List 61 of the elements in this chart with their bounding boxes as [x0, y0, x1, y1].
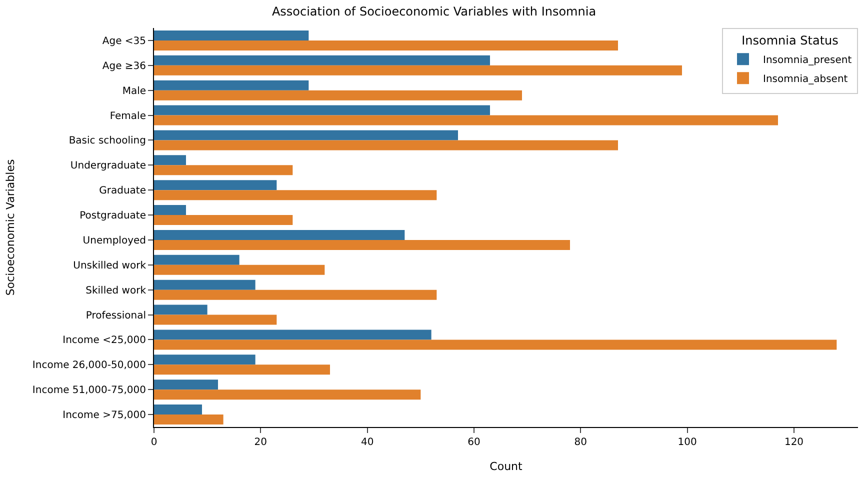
- bar: [154, 264, 325, 275]
- bar: [154, 354, 256, 365]
- bar: [154, 40, 618, 50]
- bar: [154, 314, 277, 325]
- bar: [154, 190, 437, 200]
- y-tick-label: Undergraduate: [70, 160, 146, 172]
- y-axis-title: Socioeconomic Variables: [4, 159, 18, 296]
- y-tick-label: Income >75,000: [62, 410, 146, 422]
- bar: [154, 340, 837, 350]
- bar: [154, 380, 218, 390]
- bar: [154, 130, 458, 140]
- y-tick-label: Income <25,000: [62, 335, 146, 346]
- bar: [154, 30, 309, 40]
- x-axis-title: Count: [490, 460, 524, 474]
- y-tick-label: Age <35: [102, 36, 146, 47]
- bar: [154, 155, 186, 166]
- bar: [154, 105, 490, 116]
- bar: [154, 390, 421, 400]
- x-tick-label: 0: [150, 437, 158, 448]
- y-tick-label: Professional: [86, 310, 146, 322]
- bar: [154, 230, 405, 240]
- bar: [154, 414, 224, 425]
- y-tick-label: Unemployed: [82, 235, 146, 246]
- x-tick-label: 120: [784, 437, 804, 448]
- y-tick-label: Graduate: [99, 186, 146, 197]
- x-tick-label: 40: [360, 437, 374, 448]
- x-tick-label: 60: [468, 437, 480, 448]
- bar: [154, 404, 202, 415]
- y-tick-label: Income 51,000-75,000: [32, 385, 146, 396]
- legend-label: Insomnia_absent: [763, 74, 848, 85]
- x-tick-label: 20: [254, 437, 268, 448]
- bar: [154, 180, 277, 190]
- y-tick-label: Female: [110, 110, 146, 122]
- bar: [154, 55, 490, 66]
- legend-label: Insomnia_present: [763, 55, 852, 66]
- bar: [154, 140, 618, 150]
- y-tick-label: Income 26,000-50,000: [32, 360, 146, 372]
- bar: [154, 364, 330, 375]
- chart-title: Association of Socioeconomic Variables with Insomnia: [272, 4, 596, 19]
- y-tick-label: Male: [122, 86, 146, 97]
- bar: [154, 290, 437, 300]
- bar: [154, 215, 293, 226]
- bar: [154, 280, 256, 290]
- bar: [154, 115, 778, 126]
- y-tick-label: Skilled work: [86, 285, 146, 296]
- y-tick-label: Basic schooling: [68, 136, 146, 147]
- y-tick-label: Age ≥36: [102, 60, 146, 72]
- bar: [154, 90, 522, 100]
- x-tick-label: 80: [574, 437, 588, 448]
- bar: [154, 240, 570, 250]
- bar: [154, 254, 240, 265]
- bar: [154, 304, 208, 315]
- y-tick-label: Unskilled work: [73, 260, 146, 272]
- y-tick-label: Postgraduate: [80, 210, 146, 222]
- bar: [154, 80, 309, 90]
- bar: [154, 165, 293, 176]
- bar: [154, 330, 432, 340]
- x-tick-label: 100: [678, 437, 697, 448]
- legend-title: Insomnia Status: [742, 34, 838, 48]
- bar: [154, 205, 186, 216]
- bar: [154, 65, 682, 76]
